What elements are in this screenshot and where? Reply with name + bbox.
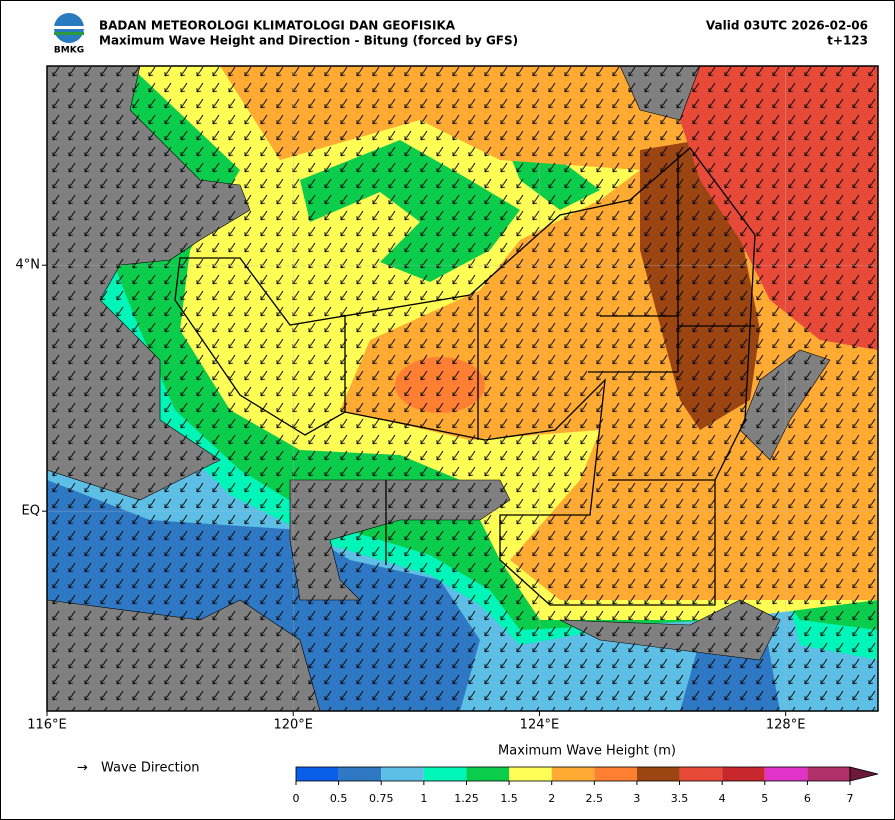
y-tick-label: 4°N bbox=[16, 258, 41, 273]
logo-text: BMKG bbox=[54, 46, 84, 56]
map-frame bbox=[46, 65, 879, 712]
lead-time: t+123 bbox=[827, 34, 868, 48]
colorbar-tick-label: 1 bbox=[420, 792, 427, 805]
colorbar-frame bbox=[295, 766, 851, 782]
colorbar-tick-label: 4 bbox=[719, 792, 726, 805]
colorbar-label: Maximum Wave Height (m) bbox=[498, 744, 676, 759]
logo: BMKG bbox=[54, 13, 84, 56]
colorbar-tick-label: 6 bbox=[804, 792, 811, 805]
x-tick-label: 116°E bbox=[27, 718, 67, 733]
colorbar-tick-label: 0.5 bbox=[330, 792, 348, 805]
colorbar-segment bbox=[509, 767, 552, 781]
legend-label: Wave Direction bbox=[101, 761, 200, 776]
colorbar-segment bbox=[594, 767, 637, 781]
colorbar-segment bbox=[722, 767, 765, 781]
colorbar-tick-label: 2.5 bbox=[586, 792, 604, 805]
colorbar-tick-label: 2 bbox=[548, 792, 555, 805]
colorbar-segment bbox=[466, 767, 510, 781]
colorbar-tick-label: 0.75 bbox=[369, 792, 394, 805]
colorbar-segment bbox=[296, 767, 339, 781]
title: Maximum Wave Height and Direction - Bitu… bbox=[99, 34, 518, 48]
colorbar-tick-label: 3.5 bbox=[671, 792, 689, 805]
agency: BADAN METEOROLOGI KLIMATOLOGI DAN GEOFIS… bbox=[99, 19, 456, 33]
x-tick-label: 128°E bbox=[766, 718, 806, 733]
valid-time: Valid 03UTC 2026-02-06 bbox=[706, 19, 868, 33]
colorbar-tick-label: 0 bbox=[293, 792, 300, 805]
y-tick-label: EQ bbox=[22, 504, 40, 519]
x-tick-label: 120°E bbox=[273, 718, 313, 733]
colorbar-segment bbox=[636, 767, 680, 781]
colorbar-segment bbox=[338, 767, 382, 781]
map bbox=[47, 66, 878, 711]
colorbar-tick-label: 3 bbox=[633, 792, 640, 805]
x-tick-label: 124°E bbox=[520, 718, 560, 733]
colorbar-segment bbox=[679, 767, 723, 781]
colorbar-segment bbox=[423, 767, 467, 781]
colorbar-tick-label: 5 bbox=[761, 792, 768, 805]
colorbar-segment bbox=[381, 767, 424, 781]
colorbar-extend bbox=[849, 766, 879, 782]
colorbar-segment bbox=[764, 767, 808, 781]
legend-symbol: → bbox=[77, 761, 88, 776]
colorbar-tick-label: 1.25 bbox=[454, 792, 479, 805]
colorbar-segment bbox=[551, 767, 595, 781]
colorbar-tick-label: 7 bbox=[847, 792, 854, 805]
colorbar-segment bbox=[807, 767, 850, 781]
colorbar-tick-label: 1.5 bbox=[500, 792, 518, 805]
